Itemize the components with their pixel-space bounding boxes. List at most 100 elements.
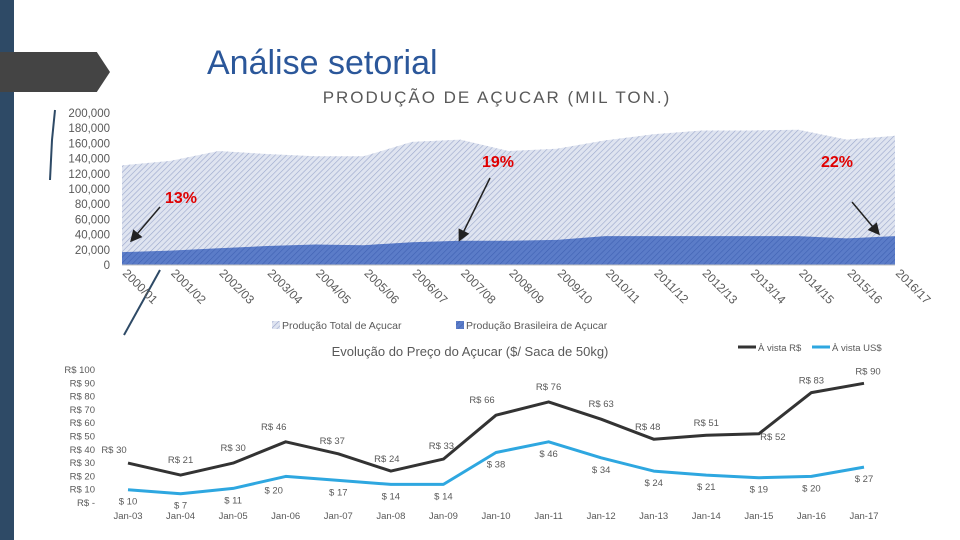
title-tab-shape bbox=[0, 52, 110, 92]
line-x-tick-label: Jan-17 bbox=[849, 511, 878, 522]
line-y-tick-label: R$ 70 bbox=[70, 405, 95, 416]
line-y-tick-label: R$ 40 bbox=[70, 445, 95, 456]
annotation-arrow bbox=[458, 177, 491, 242]
line-y-tick-label: R$ 80 bbox=[70, 392, 95, 403]
data-label-avista-rs: R$ 63 bbox=[588, 399, 613, 410]
data-label-avista-us: $ 34 bbox=[592, 465, 611, 476]
area-x-tick-label: 2013/14 bbox=[748, 266, 789, 307]
area-x-tick-label: 2001/02 bbox=[168, 266, 209, 307]
data-label-avista-us: $ 10 bbox=[119, 497, 138, 508]
data-label-avista-us: $ 38 bbox=[487, 459, 506, 470]
area-x-tick-label: 2005/06 bbox=[361, 266, 402, 307]
data-label-avista-rs: R$ 46 bbox=[261, 422, 286, 433]
annotation-22pct: 22% bbox=[821, 154, 853, 171]
area-chart-title: PRODUÇÃO DE AÇUCAR (MIL TON.) bbox=[323, 88, 672, 107]
line-x-tick-label: Jan-13 bbox=[639, 511, 668, 522]
area-y-tick-label: 60,000 bbox=[75, 214, 110, 226]
area-x-tick-label: 2009/10 bbox=[555, 266, 596, 307]
annotation-arrow bbox=[851, 201, 880, 236]
line-x-tick-label: Jan-14 bbox=[692, 511, 721, 522]
slide-title: Análise setorial bbox=[207, 44, 438, 82]
area-x-tick-label: 2006/07 bbox=[410, 266, 451, 307]
line-y-tick-label: R$ 20 bbox=[70, 471, 95, 482]
data-label-avista-rs: R$ 37 bbox=[320, 436, 345, 447]
line-legend: À vista R$ À vista US$ bbox=[738, 343, 882, 354]
data-label-avista-rs: R$ 24 bbox=[374, 454, 399, 465]
line-x-tick-label: Jan-15 bbox=[744, 511, 773, 522]
data-label-avista-us: $ 46 bbox=[539, 449, 558, 460]
data-label-avista-rs: R$ 66 bbox=[469, 395, 494, 406]
line-x-tick-label: Jan-04 bbox=[166, 511, 195, 522]
line-x-tick-label: Jan-12 bbox=[587, 511, 616, 522]
area-y-tick-label: 180,000 bbox=[68, 123, 110, 135]
area-x-tick-label: 2004/05 bbox=[313, 266, 354, 307]
area-y-tick-label: 20,000 bbox=[75, 245, 110, 257]
area-x-tick-label: 2000/01 bbox=[120, 266, 161, 307]
data-label-avista-rs: R$ 90 bbox=[855, 366, 880, 377]
line-x-tick-label: Jan-05 bbox=[219, 511, 248, 522]
line-x-tick-label: Jan-08 bbox=[376, 511, 405, 522]
data-label-avista-us: $ 17 bbox=[329, 487, 348, 498]
data-label-avista-us: $ 14 bbox=[434, 491, 453, 502]
area-legend: Produção Total de Açucar Produção Brasil… bbox=[272, 320, 608, 332]
area-x-tick-label: 2008/09 bbox=[506, 266, 547, 307]
legend-label-brazil: Produção Brasileira de Açucar bbox=[466, 320, 608, 332]
data-label-avista-us: $ 21 bbox=[697, 482, 716, 493]
area-y-tick-label: 100,000 bbox=[68, 184, 110, 196]
line-x-tick-label: Jan-11 bbox=[534, 511, 562, 522]
data-label-avista-rs: R$ 52 bbox=[760, 432, 785, 443]
line-x-tick-label: Jan-10 bbox=[481, 511, 510, 522]
area-y-tick-label: 80,000 bbox=[75, 199, 110, 211]
data-label-avista-us: $ 27 bbox=[855, 474, 874, 485]
area-y-tick-label: 0 bbox=[104, 260, 110, 272]
line-x-tick-label: Jan-07 bbox=[324, 511, 353, 522]
decor-line bbox=[49, 109, 56, 181]
data-label-avista-us: $ 20 bbox=[264, 485, 283, 496]
area-x-tick-label: 2011/12 bbox=[651, 266, 691, 306]
legend-swatch-brazil bbox=[456, 321, 464, 329]
area-y-tick-label: 160,000 bbox=[68, 138, 110, 150]
legend-label-rs: À vista R$ bbox=[758, 343, 802, 354]
data-label-avista-rs: R$ 30 bbox=[220, 443, 245, 454]
area-y-tick-label: 40,000 bbox=[75, 230, 110, 242]
area-y-tick-label: 120,000 bbox=[68, 169, 110, 181]
annotation-arrow bbox=[130, 206, 161, 243]
area-y-tick-label: 140,000 bbox=[68, 154, 110, 166]
area-x-tick-label: 2015/16 bbox=[845, 266, 886, 307]
data-label-avista-us: $ 11 bbox=[224, 495, 242, 506]
line-series-avista-us bbox=[127, 440, 865, 496]
data-label-avista-rs: R$ 48 bbox=[635, 422, 660, 433]
data-label-avista-rs: R$ 83 bbox=[799, 376, 824, 387]
annotation-13pct: 13% bbox=[165, 190, 197, 207]
annotation-19pct: 19% bbox=[482, 154, 514, 171]
decor-line bbox=[123, 269, 161, 336]
area-x-tick-label: 2016/17 bbox=[893, 266, 934, 307]
line-y-tick-label: R$ - bbox=[77, 498, 95, 509]
area-x-tick-label: 2002/03 bbox=[217, 266, 258, 307]
line-x-tick-label: Jan-06 bbox=[271, 511, 300, 522]
line-y-tick-label: R$ 60 bbox=[70, 418, 95, 429]
data-label-avista-us: $ 24 bbox=[644, 478, 663, 489]
legend-label-us: À vista US$ bbox=[832, 343, 882, 354]
line-y-tick-label: R$ 50 bbox=[70, 432, 95, 443]
data-label-avista-rs: R$ 33 bbox=[429, 441, 454, 452]
data-label-avista-us: $ 14 bbox=[382, 491, 401, 502]
data-label-avista-rs: R$ 21 bbox=[168, 455, 193, 466]
legend-label-total: Produção Total de Açucar bbox=[282, 320, 402, 332]
data-label-avista-rs: R$ 76 bbox=[536, 382, 561, 393]
line-y-tick-label: R$ 90 bbox=[70, 378, 95, 389]
legend-swatch-total bbox=[272, 321, 280, 329]
area-x-tick-label: 2003/04 bbox=[265, 266, 306, 307]
area-series-brazil bbox=[122, 236, 895, 265]
slide-side-bar bbox=[0, 0, 14, 540]
data-label-avista-rs: R$ 30 bbox=[101, 445, 126, 456]
line-y-tick-label: R$ 100 bbox=[64, 365, 95, 376]
line-series-avista-rs bbox=[127, 381, 865, 477]
area-y-tick-label: 200,000 bbox=[68, 108, 110, 120]
data-label-avista-us: $ 19 bbox=[750, 485, 769, 496]
line-y-tick-label: R$ 10 bbox=[70, 485, 95, 496]
data-label-avista-rs: R$ 51 bbox=[694, 418, 719, 429]
area-x-tick-label: 2007/08 bbox=[458, 266, 499, 307]
area-series-total bbox=[122, 129, 895, 265]
